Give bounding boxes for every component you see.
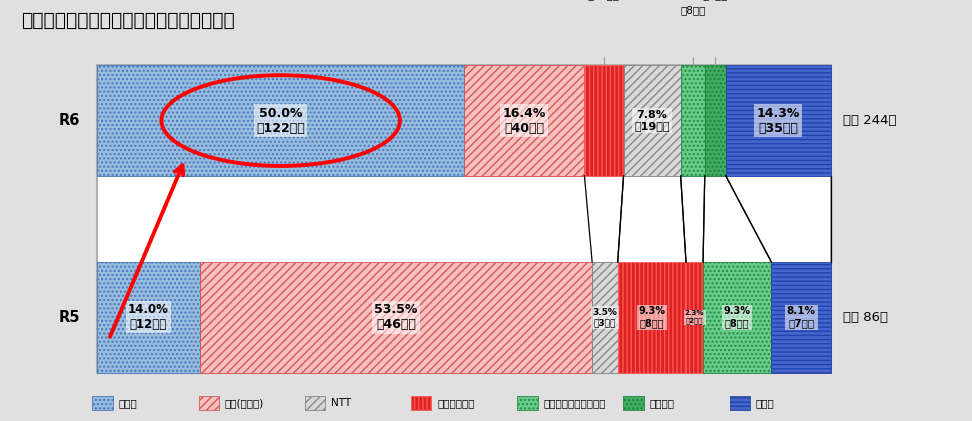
Bar	[730, 396, 750, 410]
Bar	[517, 396, 538, 410]
Bar	[726, 65, 831, 176]
Bar	[623, 65, 680, 176]
Text: 図表６　騙り別発生状況（オレオレ詐欺）: 図表６ 騙り別発生状況（オレオレ詐欺）	[21, 11, 235, 29]
Text: クレジットカード会社: クレジットカード会社	[543, 398, 606, 408]
Bar	[705, 65, 726, 176]
Bar	[198, 396, 219, 410]
Bar	[623, 396, 643, 410]
Bar	[517, 396, 538, 410]
Bar	[772, 262, 831, 373]
Text: R6: R6	[58, 113, 80, 128]
Text: 53.5%
（46件）: 53.5% （46件）	[374, 303, 418, 331]
Text: 8.1%
（7件）: 8.1% （7件）	[786, 306, 816, 328]
Text: （8件）: （8件）	[680, 5, 706, 15]
Bar	[730, 396, 750, 410]
Bar	[97, 262, 199, 373]
Bar	[584, 65, 623, 176]
Bar	[623, 65, 680, 176]
Text: 3.5%
（3件）: 3.5% （3件）	[593, 308, 617, 327]
Bar	[198, 396, 219, 410]
Bar	[686, 262, 703, 373]
Bar	[686, 262, 703, 373]
Bar	[703, 262, 772, 373]
Bar	[411, 396, 432, 410]
Bar	[584, 65, 623, 176]
Bar	[618, 262, 686, 373]
Bar	[703, 262, 772, 373]
Bar	[92, 396, 113, 410]
Bar	[465, 65, 584, 176]
Text: その他: その他	[756, 398, 775, 408]
Bar	[97, 65, 831, 373]
Text: 2.3%
（2件）: 2.3% （2件）	[685, 310, 705, 324]
Text: 16.4%
（40件）: 16.4% （40件）	[503, 107, 546, 135]
Bar	[97, 65, 465, 176]
Text: 親族(息子等): 親族(息子等)	[225, 398, 264, 408]
Bar	[199, 262, 592, 373]
Bar	[305, 396, 326, 410]
Bar	[592, 262, 618, 373]
Bar	[411, 396, 432, 410]
Bar	[592, 262, 618, 373]
Text: NTT: NTT	[331, 398, 351, 408]
Text: 合計 86件: 合計 86件	[843, 311, 887, 324]
Bar	[97, 262, 199, 373]
Text: 50.0%
（122件）: 50.0% （122件）	[257, 107, 305, 135]
Bar	[199, 262, 592, 373]
Text: 9.3%
（8件）: 9.3% （8件）	[724, 306, 750, 328]
Text: 通信会社: 通信会社	[649, 398, 675, 408]
Bar	[772, 262, 831, 373]
Bar	[726, 65, 831, 176]
Bar	[97, 65, 465, 176]
Bar	[92, 396, 113, 410]
Text: 合計 244件: 合計 244件	[843, 114, 896, 127]
Bar	[618, 262, 686, 373]
Bar	[465, 65, 584, 176]
Bar	[305, 396, 326, 410]
Text: R5: R5	[58, 310, 80, 325]
Text: 中国公安局等: 中国公安局等	[437, 398, 474, 408]
Text: 警察官: 警察官	[119, 398, 137, 408]
Bar	[680, 65, 705, 176]
Text: 14.0%
（12件）: 14.0% （12件）	[128, 303, 169, 331]
Bar	[623, 396, 643, 410]
Text: 14.3%
（35件）: 14.3% （35件）	[757, 107, 800, 135]
Text: 7.8%
（19件）: 7.8% （19件）	[635, 110, 670, 131]
Text: 9.3%
（8件）: 9.3% （8件）	[639, 306, 666, 328]
Bar	[680, 65, 705, 176]
Bar	[705, 65, 726, 176]
